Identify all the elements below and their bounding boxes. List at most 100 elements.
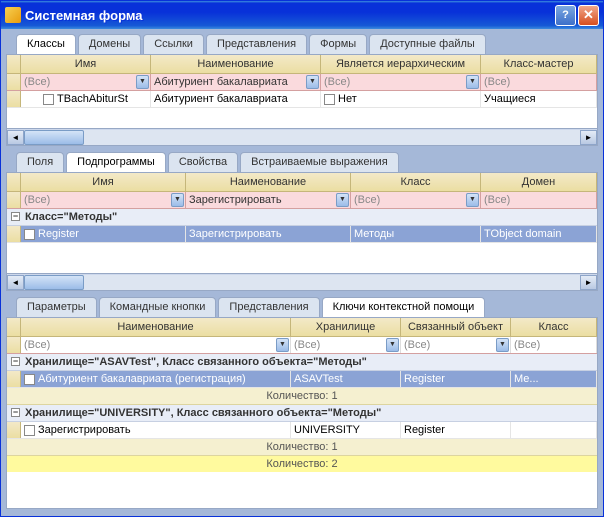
checkbox-icon[interactable] — [24, 425, 35, 436]
cell: Зарегистрировать — [186, 226, 351, 242]
scroll-left-button[interactable]: ◄ — [7, 130, 24, 145]
cell: Ме... — [511, 371, 597, 387]
tab-forms[interactable]: Формы — [309, 34, 367, 54]
row-handle — [7, 91, 21, 107]
checkbox-icon[interactable] — [43, 94, 54, 105]
scroll-track[interactable] — [24, 275, 580, 290]
row-handle — [7, 192, 21, 208]
col-name[interactable]: Имя — [21, 55, 151, 73]
filter-title[interactable]: Зарегистрировать▼ — [186, 192, 351, 208]
tab-embedded[interactable]: Встраиваемые выражения — [240, 152, 399, 172]
cell: Register — [21, 226, 186, 242]
grid1-header: Имя Наименование Является иерархическим … — [7, 55, 597, 74]
cell: Register — [401, 371, 511, 387]
col-domain[interactable]: Домен — [481, 173, 597, 191]
scroll-left-button[interactable]: ◄ — [7, 275, 24, 290]
row-handle — [7, 226, 21, 242]
chevron-down-icon[interactable]: ▼ — [171, 193, 184, 207]
chevron-down-icon[interactable]: ▼ — [336, 193, 349, 207]
grid-empty — [7, 243, 597, 273]
col-title[interactable]: Наименование — [151, 55, 321, 73]
filter-linked[interactable]: (Все)▼ — [401, 337, 511, 353]
tab-views[interactable]: Представления — [206, 34, 307, 54]
tab-files[interactable]: Доступные файлы — [369, 34, 486, 54]
grid3-filter: (Все)▼ (Все)▼ (Все)▼ (Все) — [7, 337, 597, 354]
tab-subprograms[interactable]: Подпрограммы — [66, 152, 166, 172]
tab-views2[interactable]: Представления — [218, 297, 319, 317]
count-row: Количество: 1 — [7, 388, 597, 405]
collapse-icon[interactable]: − — [11, 357, 20, 366]
checkbox-icon[interactable] — [324, 94, 335, 105]
col-linked[interactable]: Связанный объект — [401, 318, 511, 336]
filter-master[interactable]: (Все) — [481, 74, 597, 90]
group-header[interactable]: −Хранилище="UNIVERSITY", Класс связанног… — [7, 405, 597, 422]
titlebar[interactable]: Системная форма ? ✕ — [1, 1, 603, 29]
scroll-thumb[interactable] — [24, 275, 84, 290]
scroll-right-button[interactable]: ► — [580, 130, 597, 145]
cell: Register — [401, 422, 511, 438]
scroll-right-button[interactable]: ► — [580, 275, 597, 290]
tab-fields[interactable]: Поля — [16, 152, 64, 172]
collapse-icon[interactable]: − — [11, 408, 20, 417]
chevron-down-icon[interactable]: ▼ — [136, 75, 149, 89]
filter-domain[interactable]: (Все) — [481, 192, 597, 208]
filter-name[interactable]: (Все)▼ — [21, 192, 186, 208]
tab-helpkeys[interactable]: Ключи контекстной помощи — [322, 297, 486, 317]
collapse-icon[interactable]: − — [11, 212, 20, 221]
col-class[interactable]: Класс — [511, 318, 597, 336]
filter-name[interactable]: (Все)▼ — [21, 74, 151, 90]
tab-classes[interactable]: Классы — [16, 34, 76, 54]
tab-params[interactable]: Параметры — [16, 297, 97, 317]
cell: UNIVERSITY — [291, 422, 401, 438]
filter-store[interactable]: (Все)▼ — [291, 337, 401, 353]
filter-class[interactable]: (Все) — [511, 337, 597, 353]
group-header[interactable]: −Класс="Методы" — [7, 209, 597, 226]
grid2-row[interactable]: Register Зарегистрировать Методы TObject… — [7, 226, 597, 243]
chevron-down-icon[interactable]: ▼ — [386, 338, 399, 352]
hscroll[interactable]: ◄ ► — [7, 128, 597, 145]
col-hier[interactable]: Является иерархическим — [321, 55, 481, 73]
chevron-down-icon[interactable]: ▼ — [276, 338, 289, 352]
grid3-row[interactable]: Абитуриент бакалавриата (регистрация) AS… — [7, 371, 597, 388]
col-name[interactable]: Имя — [21, 173, 186, 191]
chevron-down-icon[interactable]: ▼ — [466, 75, 479, 89]
chevron-down-icon[interactable]: ▼ — [466, 193, 479, 207]
grid3-row[interactable]: Зарегистрировать UNIVERSITY Register — [7, 422, 597, 439]
close-button[interactable]: ✕ — [578, 5, 599, 26]
checkbox-icon[interactable] — [24, 229, 35, 240]
tab-cmdbuttons[interactable]: Командные кнопки — [99, 297, 217, 317]
tabstrip-detail: Параметры Командные кнопки Представления… — [4, 295, 600, 317]
filter-title[interactable]: (Все)▼ — [21, 337, 291, 353]
row-handle — [7, 173, 21, 191]
col-title[interactable]: Наименование — [186, 173, 351, 191]
tab-links[interactable]: Ссылки — [143, 34, 204, 54]
cell: Абитуриент бакалавриата — [151, 91, 321, 107]
filter-class[interactable]: (Все)▼ — [351, 192, 481, 208]
scroll-track[interactable] — [24, 130, 580, 145]
col-master[interactable]: Класс-мастер — [481, 55, 597, 73]
group-header[interactable]: −Хранилище="ASAVTest", Класс связанного … — [7, 354, 597, 371]
filter-hier[interactable]: (Все)▼ — [321, 74, 481, 90]
col-class[interactable]: Класс — [351, 173, 481, 191]
checkbox-icon[interactable] — [24, 374, 35, 385]
tabstrip-main: Классы Домены Ссылки Представления Формы… — [4, 32, 600, 54]
grid1-row[interactable]: TBachAbiturSt Абитуриент бакалавриата Не… — [7, 91, 597, 108]
chevron-down-icon[interactable]: ▼ — [306, 75, 319, 89]
main-window: Системная форма ? ✕ Классы Домены Ссылки… — [0, 0, 604, 517]
col-store[interactable]: Хранилище — [291, 318, 401, 336]
row-handle — [7, 371, 21, 387]
cell: Учащиеся — [481, 91, 597, 107]
tab-properties[interactable]: Свойства — [168, 152, 238, 172]
hscroll[interactable]: ◄ ► — [7, 273, 597, 290]
cell — [511, 422, 597, 438]
col-title[interactable]: Наименование — [21, 318, 291, 336]
scroll-thumb[interactable] — [24, 130, 84, 145]
grid2-header: Имя Наименование Класс Домен — [7, 173, 597, 192]
help-button[interactable]: ? — [555, 5, 576, 26]
chevron-down-icon[interactable]: ▼ — [496, 338, 509, 352]
tab-domains[interactable]: Домены — [78, 34, 141, 54]
filter-title[interactable]: Абитуриент бакалавриата▼ — [151, 74, 321, 90]
row-handle — [7, 74, 21, 90]
row-handle — [7, 318, 21, 336]
row-handle — [7, 337, 21, 353]
